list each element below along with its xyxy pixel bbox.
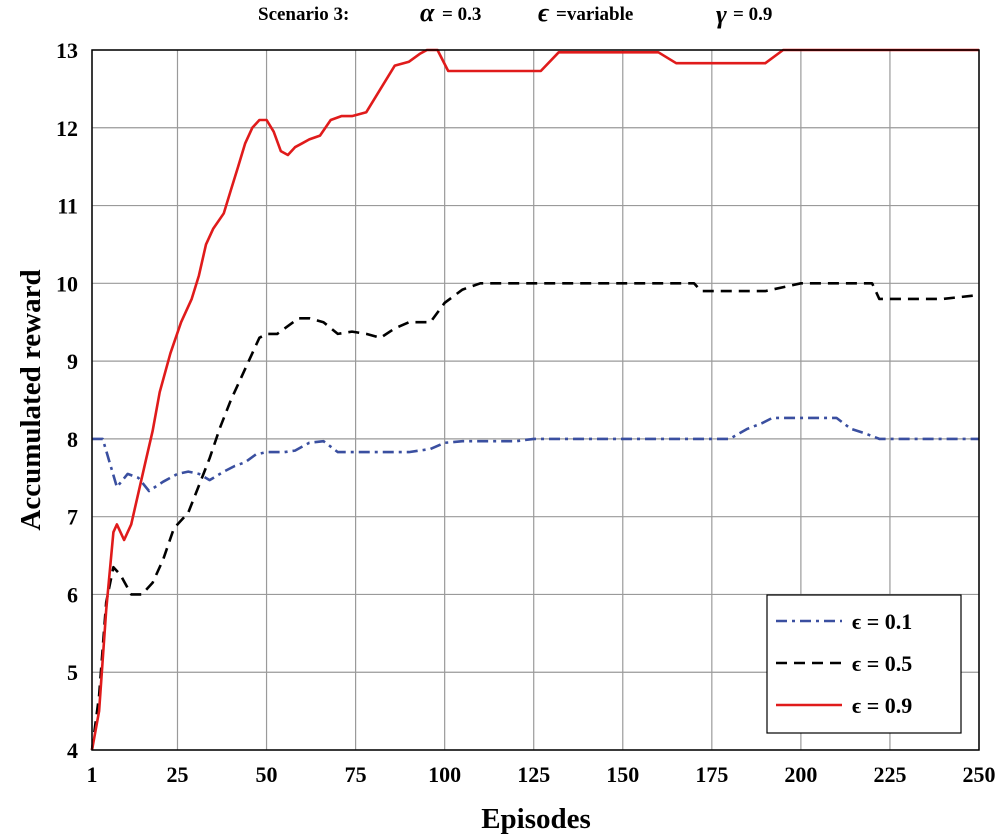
title-param-epsilon: ϵ =variable xyxy=(538,0,633,27)
y-tick-label: 9 xyxy=(67,349,78,374)
x-tick-labels: 1 25 50 75 100 125 150 175 200 225 250 xyxy=(87,762,996,787)
title-param-alpha: α = 0.3 xyxy=(420,0,481,27)
y-axis-label: Accumulated reward xyxy=(15,269,47,530)
legend-label-1: ϵ = 0.1 xyxy=(852,609,912,634)
legend-items: ϵ = 0.1 ϵ = 0.5 ϵ = 0.9 xyxy=(776,609,912,718)
y-tick-label: 13 xyxy=(56,38,78,63)
legend-label-3: ϵ = 0.9 xyxy=(852,693,912,718)
x-tick-label: 25 xyxy=(166,762,188,787)
x-tick-label: 225 xyxy=(873,762,906,787)
y-tick-labels: 4 5 6 7 8 9 10 11 12 13 xyxy=(56,38,78,763)
legend-label-2: ϵ = 0.5 xyxy=(852,651,912,676)
y-tick-label: 11 xyxy=(57,194,78,219)
title-param-epsilon-symbol: ϵ xyxy=(538,0,550,27)
x-tick-label: 50 xyxy=(256,762,278,787)
y-tick-label: 12 xyxy=(56,116,78,141)
series-line-1 xyxy=(92,416,979,493)
y-tick-label: 4 xyxy=(67,738,78,763)
title-param-gamma-value: = 0.9 xyxy=(733,4,772,25)
title-param-gamma-symbol: γ xyxy=(716,0,727,29)
y-tick-label: 8 xyxy=(67,427,78,452)
y-tick-label: 10 xyxy=(56,271,78,296)
series-line-3 xyxy=(90,48,979,751)
title-param-alpha-value: = 0.3 xyxy=(442,4,481,25)
plot-frame xyxy=(91,49,980,751)
x-tick-label: 175 xyxy=(695,762,728,787)
title-param-gamma: γ = 0.9 xyxy=(716,0,772,29)
x-axis-label: Episodes xyxy=(481,803,591,835)
legend: ϵ = 0.1 ϵ = 0.5 ϵ = 0.9 xyxy=(766,594,962,734)
x-tick-label: 125 xyxy=(517,762,550,787)
y-tick-label: 6 xyxy=(67,582,78,607)
x-tick-label: 100 xyxy=(428,762,461,787)
chart-title: Scenario 3: xyxy=(258,4,349,25)
x-tick-label: 75 xyxy=(345,762,367,787)
title-param-alpha-symbol: α xyxy=(420,0,435,27)
series-layer xyxy=(90,48,980,751)
x-tick-label: 150 xyxy=(606,762,639,787)
y-tick-label: 5 xyxy=(67,660,78,685)
x-tick-label: 1 xyxy=(87,762,98,787)
y-tick-label: 7 xyxy=(67,505,78,530)
x-tick-label: 250 xyxy=(963,762,996,787)
title-param-epsilon-value: =variable xyxy=(556,4,633,25)
x-tick-label: 200 xyxy=(784,762,817,787)
series-line-2 xyxy=(90,281,980,751)
